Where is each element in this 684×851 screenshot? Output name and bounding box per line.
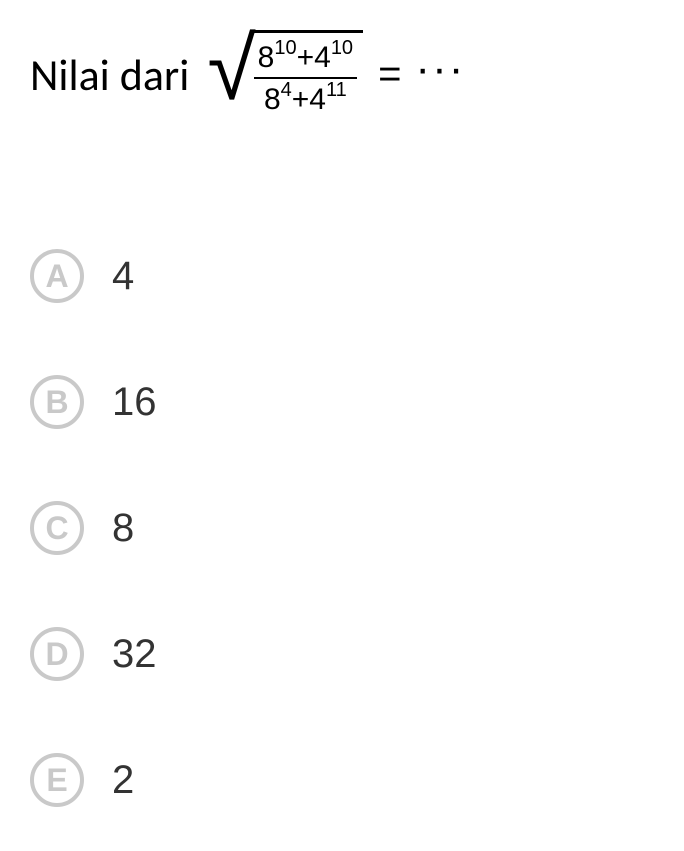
option-letter-e: E	[30, 753, 84, 807]
option-letter-a: A	[30, 249, 84, 303]
option-value-c: 8	[112, 506, 134, 551]
option-value-e: 2	[112, 758, 134, 803]
den-plus: +	[292, 83, 310, 116]
option-c[interactable]: C 8	[30, 501, 654, 555]
option-b[interactable]: B 16	[30, 375, 654, 429]
sqrt-icon: √	[207, 25, 255, 113]
question-row: Nilai dari √ 810+410 84+411 = ···	[30, 30, 654, 119]
den-base2: 4	[309, 83, 326, 116]
den-base1: 8	[264, 83, 281, 116]
num-base1: 8	[258, 41, 275, 74]
option-value-b: 16	[112, 380, 157, 425]
option-value-a: 4	[112, 254, 134, 299]
option-letter-b: B	[30, 375, 84, 429]
options-list: A 4 B 16 C 8 D 32 E 2	[30, 249, 654, 807]
option-a[interactable]: A 4	[30, 249, 654, 303]
answer-dots: ···	[415, 44, 465, 94]
denominator: 84+411	[260, 79, 351, 119]
numerator: 810+410	[254, 37, 357, 77]
option-letter-d: D	[30, 627, 84, 681]
question-prompt: Nilai dari	[30, 48, 189, 102]
den-exp1: 4	[281, 79, 292, 101]
option-d[interactable]: D 32	[30, 627, 654, 681]
num-exp2: 10	[331, 37, 353, 59]
num-exp1: 10	[274, 37, 296, 59]
den-exp2: 11	[326, 79, 347, 101]
sqrt-content: 810+410 84+411	[252, 30, 363, 119]
equals-sign: =	[378, 52, 401, 97]
math-expression: √ 810+410 84+411	[207, 30, 363, 119]
num-base2: 4	[314, 41, 331, 74]
num-plus: +	[297, 41, 315, 74]
option-value-d: 32	[112, 632, 157, 677]
option-letter-c: C	[30, 501, 84, 555]
fraction: 810+410 84+411	[254, 37, 357, 119]
option-e[interactable]: E 2	[30, 753, 654, 807]
